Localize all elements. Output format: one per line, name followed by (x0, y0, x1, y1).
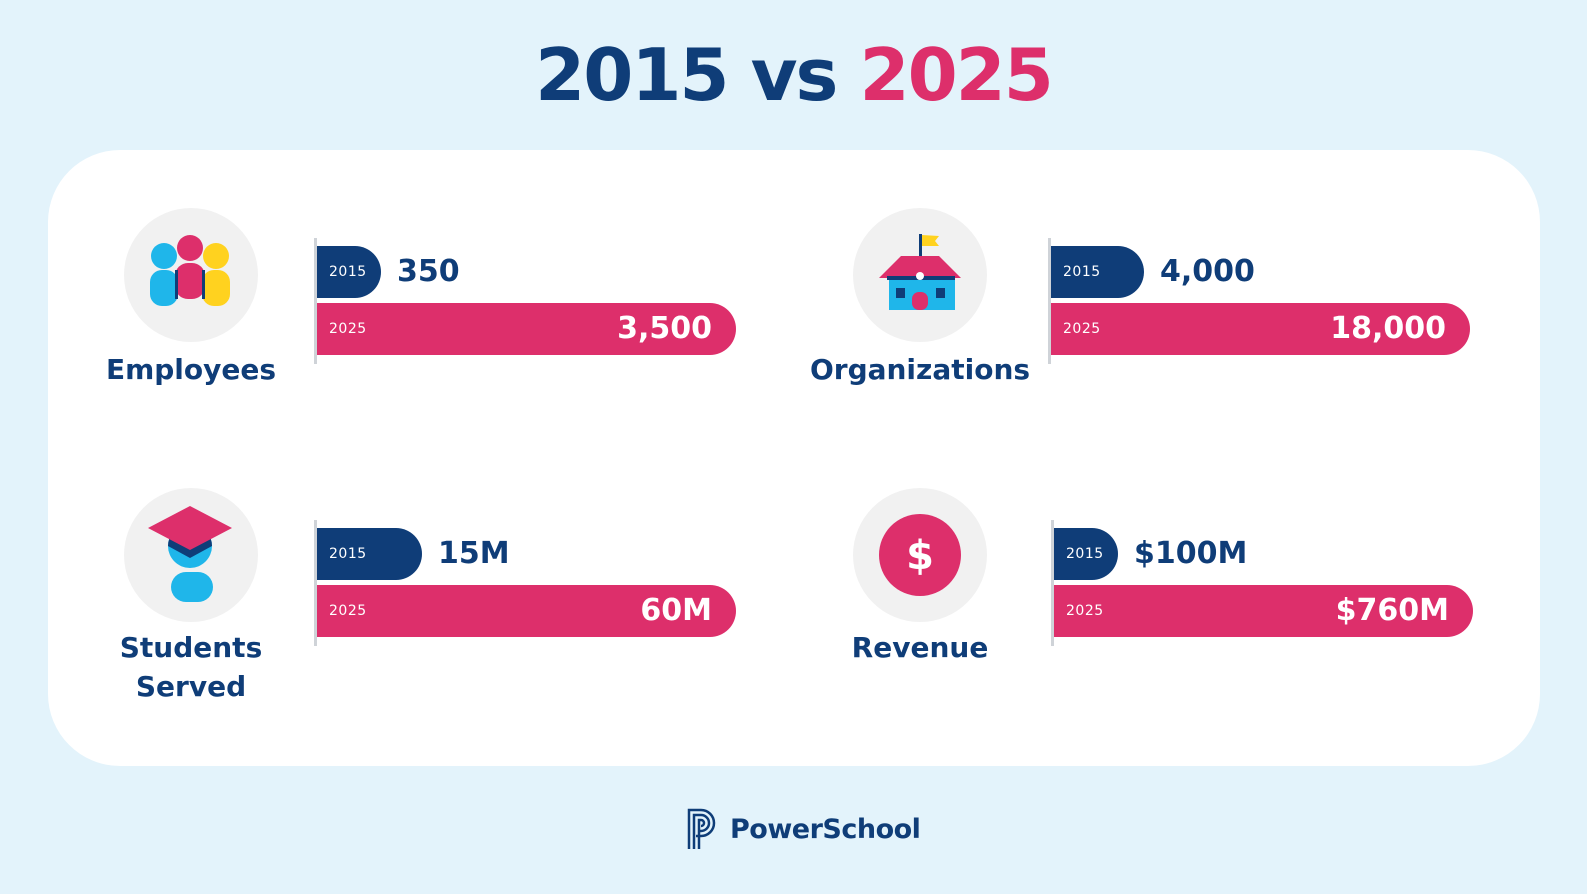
stat-label-employees: Employees (105, 353, 277, 386)
graduate-icon (124, 488, 258, 622)
stat-label-students-line1: Students (119, 631, 263, 664)
axis-line (314, 238, 317, 364)
stat-label-revenue: Revenue (851, 631, 989, 664)
stat-label-students: Students Served (51, 628, 331, 706)
powerschool-logo-icon (687, 808, 716, 849)
powerschool-logo: PowerSchool (686, 806, 921, 852)
value-2015-employees: 350 (397, 254, 460, 289)
bar-2025-students: 2025 60M (317, 585, 736, 637)
value-2025-students: 60M (640, 593, 712, 628)
bar-2025-organizations: 2025 18,000 (1051, 303, 1470, 355)
people-icon (124, 208, 258, 342)
stats-card: Employees 2015 350 2025 3,500 Orga (48, 150, 1540, 766)
bar-year-label: 2025 (329, 603, 367, 619)
value-2015-students: 15M (438, 536, 510, 571)
bar-year-label: 2015 (1066, 546, 1104, 562)
school-icon (853, 208, 987, 342)
bar-year-label: 2025 (1066, 603, 1104, 619)
page-title: 2015 vs 2025 (0, 30, 1587, 120)
dollar-icon: $ (853, 488, 987, 622)
axis-line (1048, 238, 1051, 364)
bar-year-label: 2015 (1063, 264, 1101, 280)
title-year-2025: 2025 (859, 33, 1053, 117)
axis-line (314, 520, 317, 646)
bar-2015-employees: 2015 (317, 246, 381, 298)
stat-label-students-line2: Served (135, 670, 247, 703)
bar-year-label: 2025 (1063, 321, 1101, 337)
title-vs: vs (750, 33, 839, 117)
bar-2015-students: 2015 (317, 528, 422, 580)
bar-2025-revenue: 2025 $760M (1054, 585, 1473, 637)
value-2025-revenue: $760M (1335, 593, 1449, 628)
value-2015-organizations: 4,000 (1160, 254, 1255, 289)
stat-label-organizations: Organizations (809, 353, 1031, 386)
bar-year-label: 2015 (329, 546, 367, 562)
title-year-2015: 2015 (535, 33, 729, 117)
value-2015-revenue: $100M (1134, 536, 1248, 571)
bar-year-label: 2025 (329, 321, 367, 337)
bar-year-label: 2015 (329, 264, 367, 280)
powerschool-logo-text: PowerSchool (730, 813, 921, 845)
bar-2025-employees: 2025 3,500 (317, 303, 736, 355)
value-2025-employees: 3,500 (617, 311, 712, 346)
bar-2015-revenue: 2015 (1054, 528, 1118, 580)
svg-text:$: $ (906, 533, 934, 579)
value-2025-organizations: 18,000 (1330, 311, 1446, 346)
axis-line (1051, 520, 1054, 646)
bar-2015-organizations: 2015 (1051, 246, 1144, 298)
